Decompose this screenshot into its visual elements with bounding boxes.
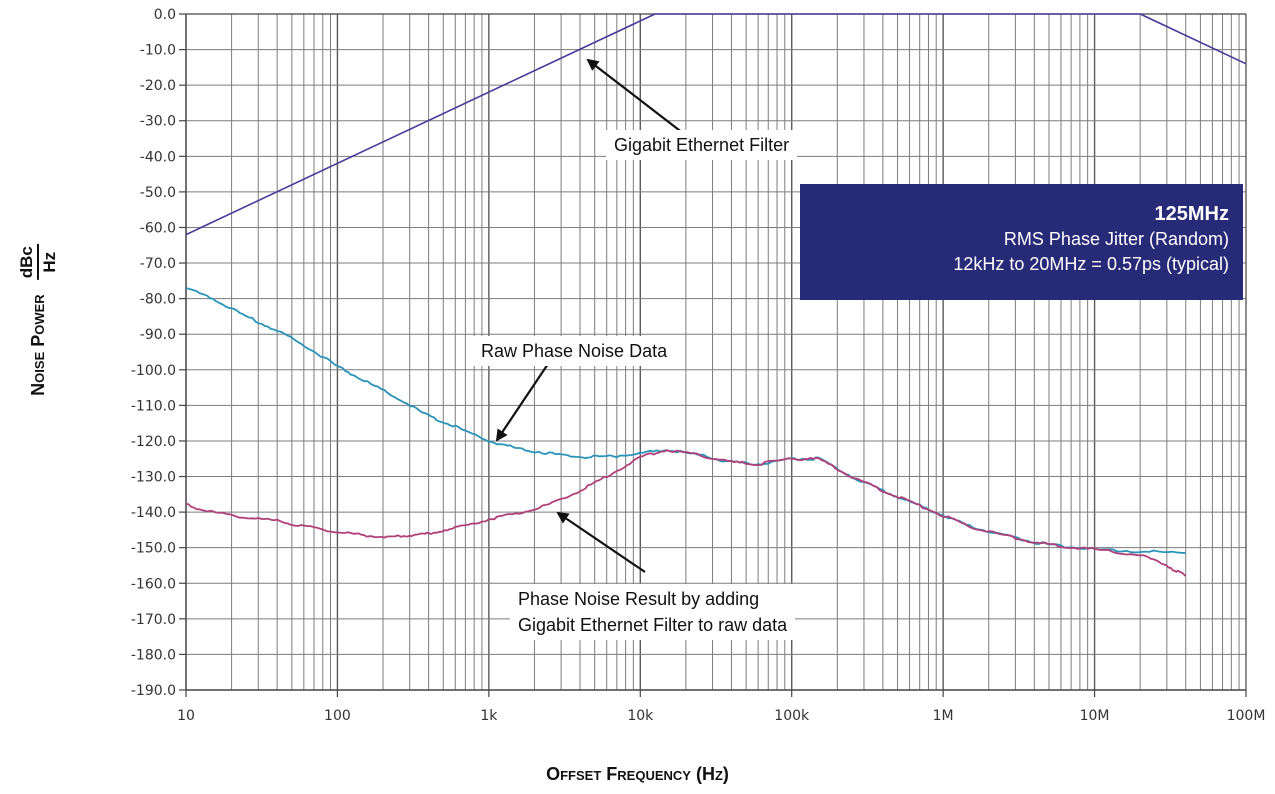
- y-tick-label: -40.0: [140, 149, 176, 165]
- y-tick-label: -180.0: [131, 647, 176, 663]
- y-axis-unit-numerator: dBc: [17, 244, 39, 281]
- y-tick-label: -140.0: [131, 505, 176, 521]
- annotation-raw: Raw Phase Noise Data: [473, 336, 676, 366]
- filter-arrow: [586, 58, 693, 141]
- y-tick-label: -100.0: [131, 363, 176, 379]
- info-box-line2: 12kHz to 20MHz = 0.57ps (typical): [953, 254, 1229, 274]
- y-tick-label: -110.0: [131, 398, 176, 414]
- y-tick-label: -190.0: [131, 683, 176, 699]
- x-tick-label: 100k: [774, 708, 810, 724]
- x-tick-label: 10M: [1080, 708, 1110, 724]
- y-tick-label: -30.0: [140, 114, 176, 130]
- annotation-result: Phase Noise Result by adding Gigabit Eth…: [510, 584, 796, 640]
- y-tick-label: -60.0: [140, 220, 176, 236]
- y-tick-label: -10.0: [140, 43, 176, 59]
- y-tick-label: -90.0: [140, 327, 176, 343]
- y-tick-label: -160.0: [131, 576, 176, 592]
- result-arrow: [556, 511, 646, 573]
- y-axis-unit: dBc Hz: [17, 244, 59, 281]
- y-tick-label: -150.0: [131, 541, 176, 557]
- y-tick-label: -170.0: [131, 612, 176, 628]
- x-tick-label: 10: [177, 708, 195, 724]
- jitter-info-box: 125MHz RMS Phase Jitter (Random) 12kHz t…: [800, 184, 1243, 300]
- x-tick-label: 100: [324, 708, 351, 724]
- info-box-line1: RMS Phase Jitter (Random): [1003, 229, 1229, 249]
- y-tick-label: -130.0: [131, 470, 176, 486]
- y-axis-label-name: Noise Power: [27, 294, 48, 396]
- x-tick-label: 1M: [933, 708, 954, 724]
- annotation-result-line2: Gigabit Ethernet Filter to raw data: [518, 615, 788, 635]
- raw-arrow: [495, 357, 553, 442]
- y-axis-label: Noise Power dBc Hz: [17, 244, 59, 396]
- filter-series-line: [185, 13, 1247, 236]
- annotation-filter: Gigabit Ethernet Filter: [606, 130, 798, 160]
- x-tick-label: 1k: [480, 708, 498, 724]
- x-tick-label: 100M: [1227, 708, 1266, 724]
- y-tick-label: -120.0: [131, 434, 176, 450]
- y-tick-label: -70.0: [140, 256, 176, 272]
- x-tick-label: 10k: [627, 708, 654, 724]
- result-series-line: [185, 449, 1187, 577]
- x-axis-label: Offset Frequency (Hz): [546, 764, 729, 784]
- y-tick-label: -50.0: [140, 185, 176, 201]
- y-axis-unit-denominator: Hz: [40, 251, 59, 273]
- annotation-result-line1: Phase Noise Result by adding: [518, 589, 760, 609]
- info-box-title: 125MHz: [1154, 203, 1229, 225]
- annotation-filter-text: Gigabit Ethernet Filter: [614, 135, 790, 155]
- annotation-raw-text: Raw Phase Noise Data: [481, 341, 668, 361]
- y-tick-label: 0.0: [154, 7, 176, 23]
- y-tick-label: -20.0: [140, 78, 176, 94]
- y-tick-label: -80.0: [140, 292, 176, 308]
